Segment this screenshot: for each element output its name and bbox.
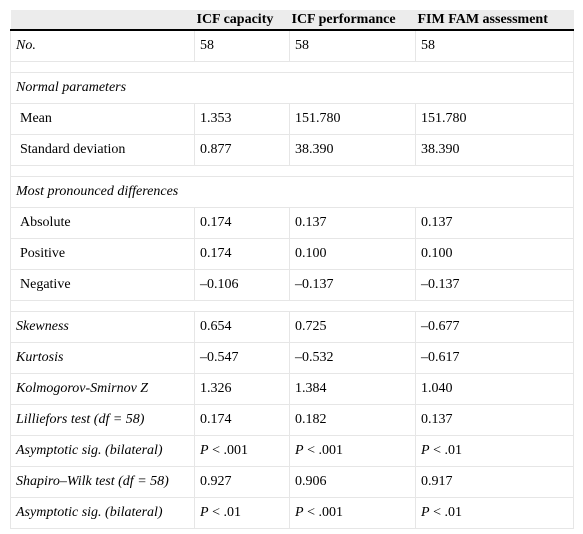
p-value: < .01 [429,505,462,520]
cell-value: P < .01 [194,497,290,529]
row-label-shapiro-wilk: Shapiro–Wilk test (df = 58) [10,466,195,498]
table-row: Kurtosis –0.547 –0.532 –0.617 [10,342,574,374]
table-body: No. 58 58 58 Normal parameters Mean 1.35… [10,29,574,529]
row-label-lilliefors: Lilliefors test (df = 58) [10,404,195,436]
cell-value: –0.677 [415,311,574,343]
cell-value: 0.654 [194,311,290,343]
table-header: ICF capacity ICF performance FIM FAM ass… [10,10,574,31]
section-row: Normal parameters [10,72,574,104]
cell-value: 1.326 [194,373,290,405]
p-symbol: P [295,505,304,520]
cell-value: 0.182 [289,404,416,436]
cell-value: 1.384 [289,373,416,405]
spacer-row [10,165,574,177]
spacer-row [10,61,574,73]
cell-value: 1.353 [194,103,290,135]
section-normal-parameters: Normal parameters [10,72,574,104]
table-row: Kolmogorov-Smirnov Z 1.326 1.384 1.040 [10,373,574,405]
cell-value: 0.174 [194,404,290,436]
cell-value: 0.877 [194,134,290,166]
p-value: < .01 [208,505,241,520]
cell-value: P < .01 [415,497,574,529]
table-row: Asymptotic sig. (bilateral) P < .001 P <… [10,435,574,467]
row-label-skewness: Skewness [10,311,195,343]
cell-value: –0.617 [415,342,574,374]
cell-value: 0.100 [415,238,574,270]
row-label-sd: Standard deviation [10,134,195,166]
cell-value: –0.532 [289,342,416,374]
cell-value: 0.100 [289,238,416,270]
table-row: Skewness 0.654 0.725 –0.677 [10,311,574,343]
row-label-positive: Positive [10,238,195,270]
cell-value: 58 [289,29,416,62]
p-value: < .01 [429,443,462,458]
cell-value: 151.780 [289,103,416,135]
cell-value: P < .001 [289,497,416,529]
table-row: Absolute 0.174 0.137 0.137 [10,207,574,239]
table-row: Mean 1.353 151.780 151.780 [10,103,574,135]
cell-value: –0.137 [289,269,416,301]
cell-value: 1.040 [415,373,574,405]
cell-value: 151.780 [415,103,574,135]
p-symbol: P [421,505,430,520]
cell-value: –0.137 [415,269,574,301]
cell-value: 58 [194,29,290,62]
cell-value: 0.137 [415,404,574,436]
header-row: ICF capacity ICF performance FIM FAM ass… [10,10,574,31]
table-row: Standard deviation 0.877 38.390 38.390 [10,134,574,166]
row-label-absolute: Absolute [10,207,195,239]
row-label-ks: Kolmogorov-Smirnov Z [10,373,195,405]
table-row: Positive 0.174 0.100 0.100 [10,238,574,270]
stats-table-container: ICF capacity ICF performance FIM FAM ass… [10,10,574,529]
row-label-asymptotic-sig: Asymptotic sig. (bilateral) [10,435,195,467]
cell-value: 0.174 [194,238,290,270]
cell-value: 0.137 [415,207,574,239]
header-fim-fam-assessment: FIM FAM assessment [415,10,574,31]
cell-value: 0.906 [289,466,416,498]
cell-value: 0.927 [194,466,290,498]
p-value: < .001 [303,443,343,458]
p-symbol: P [295,443,304,458]
header-icf-performance: ICF performance [289,10,416,31]
cell-value: P < .001 [289,435,416,467]
section-row: Most pronounced differences [10,176,574,208]
table-row: Lilliefors test (df = 58) 0.174 0.182 0.… [10,404,574,436]
p-symbol: P [200,505,209,520]
table-row: Negative –0.106 –0.137 –0.137 [10,269,574,301]
cell-value: 58 [415,29,574,62]
table-row: Shapiro–Wilk test (df = 58) 0.927 0.906 … [10,466,574,498]
cell-value: –0.547 [194,342,290,374]
cell-value: 0.137 [289,207,416,239]
row-label-kurtosis: Kurtosis [10,342,195,374]
p-symbol: P [200,443,209,458]
row-label-mean: Mean [10,103,195,135]
cell-value: 38.390 [289,134,416,166]
row-label-no: No. [10,29,195,62]
normality-statistics-table: ICF capacity ICF performance FIM FAM ass… [10,10,574,529]
header-empty [10,10,195,31]
p-value: < .001 [303,505,343,520]
cell-value: 0.917 [415,466,574,498]
section-most-pronounced-differences: Most pronounced differences [10,176,574,208]
cell-value: 0.174 [194,207,290,239]
cell-value: P < .001 [194,435,290,467]
p-value: < .001 [208,443,248,458]
cell-value: 38.390 [415,134,574,166]
table-row: No. 58 58 58 [10,29,574,62]
spacer-row [10,300,574,312]
header-icf-capacity: ICF capacity [194,10,290,31]
cell-value: P < .01 [415,435,574,467]
cell-value: 0.725 [289,311,416,343]
p-symbol: P [421,443,430,458]
row-label-negative: Negative [10,269,195,301]
table-row: Asymptotic sig. (bilateral) P < .01 P < … [10,497,574,529]
cell-value: –0.106 [194,269,290,301]
row-label-asymptotic-sig: Asymptotic sig. (bilateral) [10,497,195,529]
